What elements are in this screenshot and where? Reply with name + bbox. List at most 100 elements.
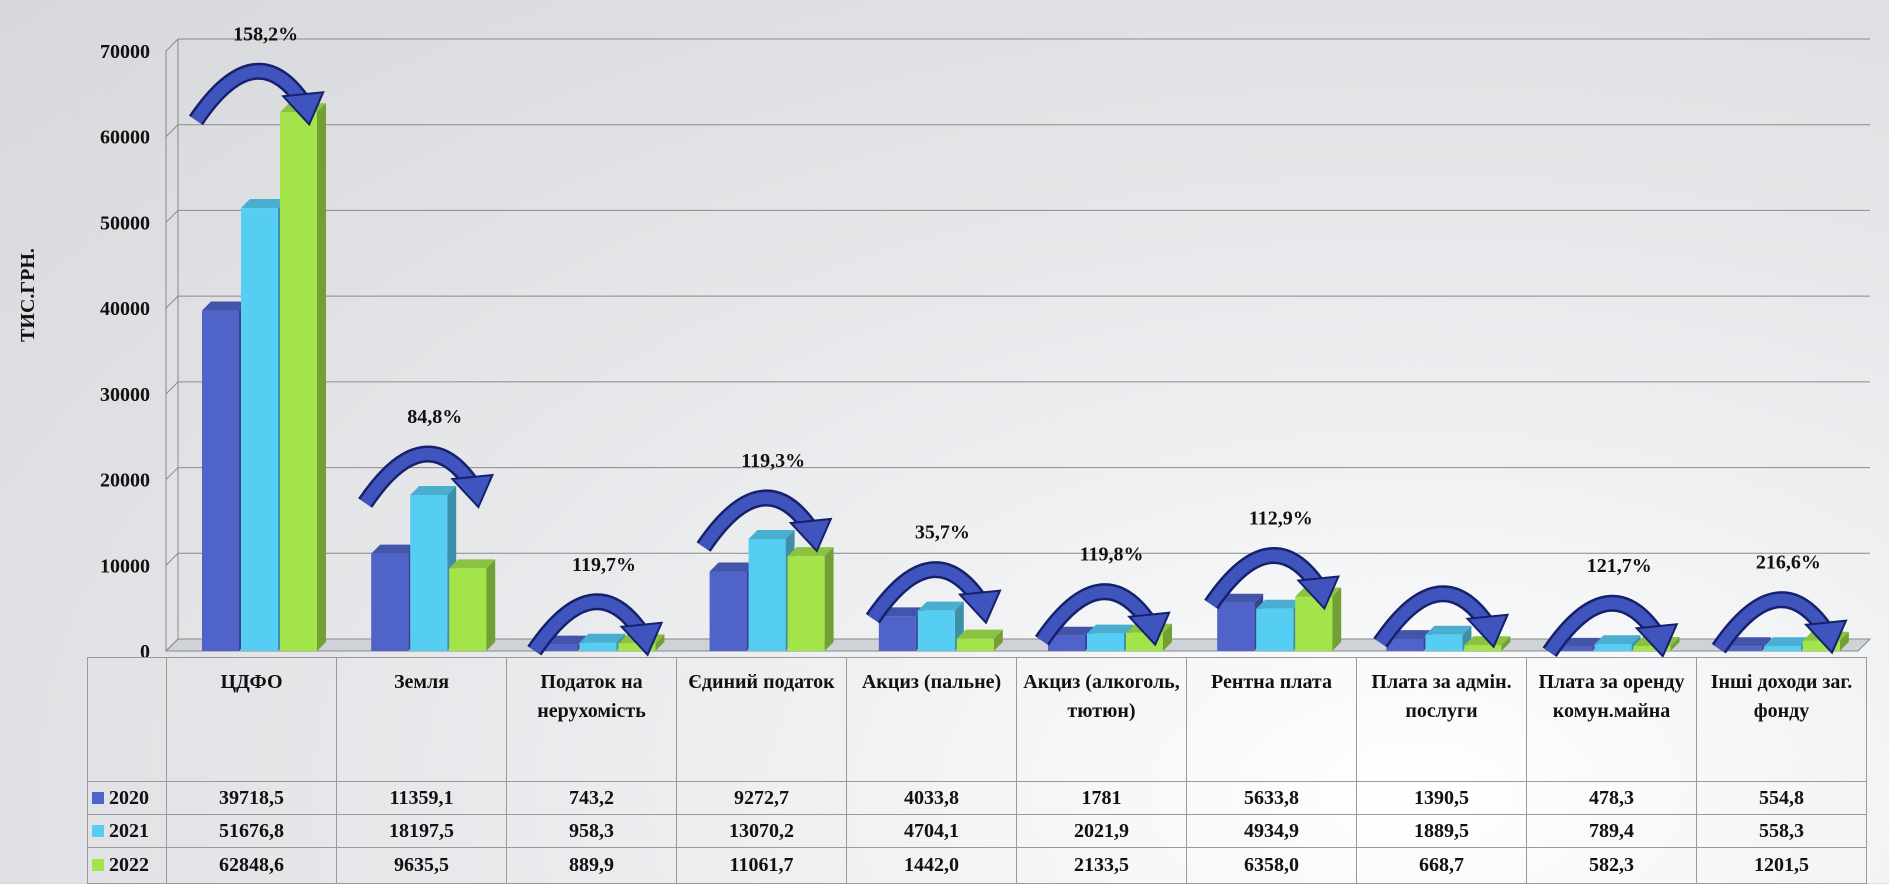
bar-side [1462,625,1472,651]
bar-top [1763,637,1810,647]
bar-top [241,199,287,209]
value-label: 11061,7 [676,847,847,884]
bar-side [655,634,665,651]
value-label: 4934,9 [1186,814,1357,848]
value-label: 1201,5 [1696,847,1867,884]
bar-side [993,629,1003,651]
bar [449,568,487,651]
bar [202,310,239,651]
bar-top [1256,599,1303,609]
value-label: 554,8 [1696,781,1867,815]
bar-side [486,559,496,651]
bar-side [1839,631,1849,651]
arrow-head [281,91,325,127]
bar-side [824,547,834,651]
value-label: 743,2 [506,781,677,815]
value-label: 18197,5 [336,814,507,848]
y-tick-label: 0 [140,641,150,663]
legend-label: 2022 [109,854,149,876]
value-label: 1889,5 [1356,814,1527,848]
annotation: 119,3% [741,450,805,472]
value-label: 11359,1 [336,781,507,815]
table-row: 2022 62848,6 9635,5 889,9 11061,7 1442,0 2133,… [87,847,1867,884]
bar [1425,634,1463,651]
y-tick-label: 60000 [100,127,150,149]
legend-label: 2021 [109,819,149,842]
value-label: 39718,5 [166,781,337,815]
arrow-head [619,621,664,657]
arrow-body [191,65,309,124]
y-tick-label: 30000 [100,384,150,406]
legend-cell: 2022 [87,847,167,884]
bar-side [1332,587,1342,651]
legend-label: 2020 [109,786,149,809]
arrow-head [1803,619,1848,655]
bar [540,644,578,651]
category-label: Рентна плата [1186,657,1357,782]
table-row: 2020 39718,5 11359,1 743,2 9272,7 4033,8 1781 5… [87,781,1867,815]
bar [371,553,409,651]
bar [1802,640,1840,651]
bar [618,643,656,651]
annotation: 84,8% [407,406,462,428]
bar-side [317,103,326,651]
grid-line [165,381,1870,395]
bar-side [1163,623,1172,651]
value-label: 2133,5 [1016,847,1187,884]
value-label: 6358,0 [1186,847,1357,884]
bar [1724,646,1762,651]
bar [1763,646,1801,651]
bar [1256,608,1294,651]
value-label: 13070,2 [676,814,847,848]
arrow [527,593,664,657]
value-label: 1781 [1016,781,1187,815]
annotation: 158,2% [233,23,298,45]
arrow [865,561,1002,625]
arrow [1034,583,1171,647]
legend-swatch [92,791,104,804]
bar-top [202,301,248,311]
table-header-row: ЦДФО Земля Податок на нерухомість Єдиний по… [87,657,1867,782]
bar [1594,644,1632,651]
annotation: 119,7% [572,554,636,576]
category-label: Земля [336,657,507,782]
bar [1386,639,1424,651]
annotation: 121,7% [1587,555,1652,577]
bar-top [1217,593,1264,603]
arrow-body [698,492,816,551]
grid-line [165,552,1870,566]
category-label: Акциз (алкоголь, тютюн) [1016,657,1187,782]
bar [748,538,786,651]
grid-line [165,209,1870,223]
arrow-head [957,589,1002,625]
bar-top [917,601,964,611]
bar-top [1087,624,1133,634]
legend-swatch [92,859,104,871]
annotation: 216,6% [1756,552,1821,574]
annotation: 112,9% [1249,508,1313,530]
bar-top [371,544,418,554]
bar-top [579,633,626,643]
bar-top [748,529,795,539]
bar-top [709,562,756,572]
category-label: Податок на нерухомість [506,657,677,782]
arrow [188,62,325,127]
value-label: 9272,7 [676,781,847,815]
bar-top [1724,637,1771,647]
legend-swatch [92,824,104,837]
category-label: Плата за адмін. послуги [1356,657,1527,782]
bar [410,495,448,651]
bar-top [1594,635,1641,645]
arrow [1373,585,1510,649]
bar [917,610,955,651]
value-label: 2021,9 [1016,814,1187,848]
arrow [358,445,495,509]
arrow-head [788,517,833,553]
bar [1555,646,1593,651]
value-label: 558,3 [1696,814,1867,848]
grid-line [165,467,1870,480]
bar-side [1501,636,1511,651]
arrow-body [1713,593,1831,653]
annotation: 35,7% [915,522,970,544]
